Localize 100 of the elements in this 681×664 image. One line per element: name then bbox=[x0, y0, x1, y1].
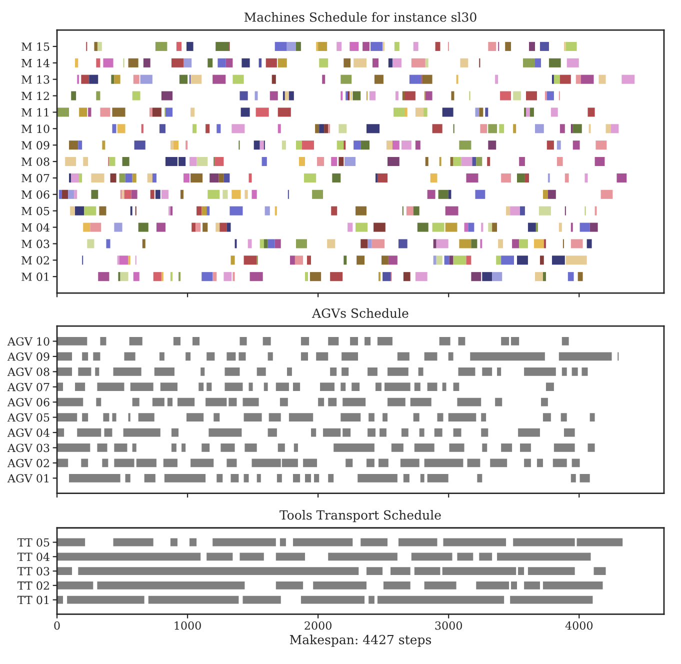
y-tick-label: AGV 08 bbox=[7, 368, 50, 376]
bar bbox=[524, 367, 556, 376]
bar bbox=[57, 398, 84, 406]
bar bbox=[287, 367, 292, 376]
bar bbox=[57, 567, 72, 575]
bar bbox=[497, 367, 502, 376]
bar bbox=[570, 239, 583, 248]
bar bbox=[594, 157, 605, 166]
bar bbox=[397, 352, 410, 361]
bar bbox=[97, 382, 124, 392]
bar bbox=[320, 382, 335, 392]
x-tick-label: 1000 bbox=[174, 621, 201, 630]
y-tick-label: AGV 09 bbox=[7, 352, 50, 361]
bar bbox=[57, 382, 64, 392]
bar bbox=[276, 382, 289, 392]
bar bbox=[467, 458, 480, 468]
bar bbox=[513, 538, 575, 546]
bar bbox=[57, 581, 94, 590]
bar bbox=[422, 74, 432, 84]
bar bbox=[294, 444, 298, 452]
bar bbox=[453, 428, 462, 437]
bar bbox=[57, 444, 90, 452]
bar bbox=[102, 140, 106, 150]
bar bbox=[350, 337, 358, 346]
bar bbox=[114, 458, 134, 468]
bar bbox=[470, 352, 545, 361]
bar bbox=[276, 552, 306, 561]
bar bbox=[240, 337, 247, 346]
bar bbox=[481, 428, 488, 437]
y-tick-label: AGV 02 bbox=[7, 458, 49, 468]
bar bbox=[427, 474, 448, 482]
bar bbox=[75, 382, 86, 392]
bar bbox=[164, 474, 206, 482]
bar bbox=[244, 413, 262, 422]
bar bbox=[616, 173, 627, 182]
bar bbox=[268, 428, 277, 437]
bar bbox=[342, 428, 351, 437]
bar bbox=[449, 444, 464, 452]
bar bbox=[434, 428, 442, 437]
bar bbox=[57, 337, 88, 346]
bar bbox=[346, 458, 353, 468]
bar bbox=[448, 352, 454, 361]
bar bbox=[77, 428, 102, 437]
bar bbox=[293, 538, 353, 546]
bar bbox=[100, 337, 106, 346]
bar bbox=[580, 474, 590, 482]
bar bbox=[488, 222, 492, 232]
bar bbox=[242, 596, 281, 604]
bar bbox=[414, 444, 434, 452]
x-axis-title: Makespan: 4427 steps bbox=[290, 634, 432, 647]
bar bbox=[328, 398, 337, 406]
bar bbox=[546, 140, 554, 150]
bar bbox=[536, 458, 543, 468]
bar bbox=[160, 382, 178, 392]
bar bbox=[113, 538, 154, 546]
bar bbox=[572, 367, 578, 376]
bar bbox=[382, 413, 388, 422]
bar bbox=[570, 474, 576, 482]
bar bbox=[576, 538, 623, 546]
bar bbox=[224, 367, 240, 376]
bar bbox=[340, 382, 346, 392]
bar bbox=[57, 367, 72, 376]
bar bbox=[97, 581, 245, 590]
bar bbox=[560, 413, 567, 422]
y-tick-label: AGV 01 bbox=[7, 474, 48, 483]
bar bbox=[300, 352, 308, 361]
bar bbox=[481, 413, 486, 422]
bar bbox=[226, 352, 236, 361]
bar bbox=[190, 458, 214, 468]
bar bbox=[104, 428, 112, 437]
bar bbox=[424, 581, 456, 590]
bar bbox=[129, 337, 142, 346]
bar bbox=[132, 173, 136, 182]
bar bbox=[144, 474, 156, 482]
bar bbox=[305, 272, 308, 282]
bar bbox=[57, 538, 86, 546]
bar bbox=[427, 382, 438, 392]
bar bbox=[401, 140, 412, 150]
bar bbox=[84, 206, 96, 216]
bar bbox=[102, 458, 108, 468]
bar bbox=[524, 581, 540, 590]
bar bbox=[280, 538, 286, 546]
bar bbox=[206, 382, 212, 392]
bar bbox=[206, 552, 233, 561]
bar bbox=[328, 474, 334, 482]
bar bbox=[57, 352, 72, 361]
bar bbox=[538, 206, 551, 216]
bar bbox=[352, 382, 360, 392]
bar bbox=[244, 444, 257, 452]
bar bbox=[358, 474, 398, 482]
bar bbox=[186, 352, 191, 361]
bar bbox=[202, 206, 207, 216]
bar bbox=[458, 337, 466, 346]
bar bbox=[442, 382, 446, 392]
bar bbox=[368, 428, 376, 437]
bar bbox=[510, 337, 520, 346]
bar bbox=[57, 552, 201, 561]
bar bbox=[388, 367, 408, 376]
x-tick-label: 4000 bbox=[565, 621, 593, 630]
bar bbox=[130, 382, 154, 392]
